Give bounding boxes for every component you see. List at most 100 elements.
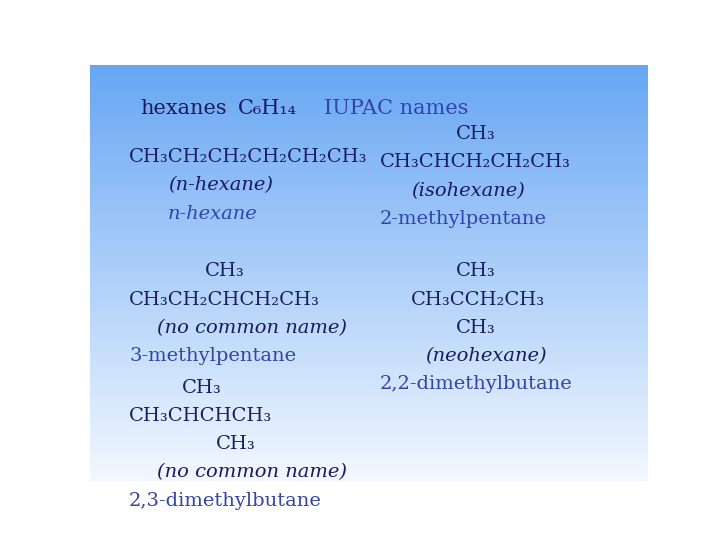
Text: CH₃: CH₃ [215, 435, 256, 453]
Bar [90, 187, 648, 188]
Bar [90, 116, 648, 118]
Bar [90, 381, 648, 382]
Bar [90, 338, 648, 339]
Bar [90, 158, 648, 159]
Bar [90, 146, 648, 148]
Bar [90, 206, 648, 207]
Bar [90, 407, 648, 409]
Bar [90, 213, 648, 214]
Bar [90, 435, 648, 436]
Bar [90, 123, 648, 124]
Bar [90, 252, 648, 253]
Bar [90, 270, 648, 271]
Bar [90, 343, 648, 345]
Text: (neohexane): (neohexane) [425, 347, 546, 365]
Bar [90, 237, 648, 238]
Bar [90, 456, 648, 457]
Bar [90, 309, 648, 310]
Bar [90, 437, 648, 439]
Bar [90, 463, 648, 464]
Bar [90, 119, 648, 120]
Text: 3-methylpentane: 3-methylpentane [129, 347, 296, 365]
Bar [90, 424, 648, 425]
Bar [90, 85, 648, 87]
Bar [90, 239, 648, 241]
Bar [90, 427, 648, 428]
Bar [90, 163, 648, 165]
Bar [90, 98, 648, 99]
Bar [90, 91, 648, 92]
Bar [90, 253, 648, 255]
Bar [90, 285, 648, 287]
Bar [90, 291, 648, 292]
Bar [90, 449, 648, 450]
Bar [90, 106, 648, 108]
Bar [90, 288, 648, 289]
Bar [90, 395, 648, 396]
Text: CH₃CCH₂CH₃: CH₃CCH₂CH₃ [411, 291, 545, 308]
Bar [90, 136, 648, 137]
Bar [90, 80, 648, 82]
Bar [90, 144, 648, 145]
Bar [90, 140, 648, 141]
Bar [90, 361, 648, 363]
Bar [90, 191, 648, 192]
Bar [90, 378, 648, 380]
Bar [90, 317, 648, 319]
Bar [90, 137, 648, 138]
Bar [90, 322, 648, 324]
Bar [90, 167, 648, 168]
Bar [90, 172, 648, 173]
Bar [90, 345, 648, 346]
Bar [90, 436, 648, 437]
Bar [90, 275, 648, 277]
Bar [90, 474, 648, 475]
Bar [90, 399, 648, 400]
Bar [90, 195, 648, 197]
Bar [90, 373, 648, 374]
Bar [90, 393, 648, 395]
Bar [90, 242, 648, 244]
Bar [90, 313, 648, 314]
Bar [90, 278, 648, 280]
Bar [90, 159, 648, 160]
Bar [90, 298, 648, 299]
Bar [90, 366, 648, 367]
Bar [90, 223, 648, 224]
Bar [90, 258, 648, 259]
Bar [90, 73, 648, 75]
Bar [90, 77, 648, 79]
Bar [90, 334, 648, 335]
Bar [90, 87, 648, 89]
Bar [90, 281, 648, 282]
Bar [90, 92, 648, 94]
Bar [90, 374, 648, 375]
Bar [90, 414, 648, 415]
Bar [90, 235, 648, 237]
Bar [90, 353, 648, 354]
Bar [90, 321, 648, 322]
Bar [90, 259, 648, 260]
Bar [90, 212, 648, 213]
Bar [90, 217, 648, 219]
Bar [90, 328, 648, 329]
Text: CH₃CH₂CHCH₂CH₃: CH₃CH₂CHCH₂CH₃ [129, 291, 320, 308]
Bar [90, 476, 648, 478]
Bar [90, 382, 648, 383]
Bar [90, 429, 648, 431]
Bar [90, 402, 648, 403]
Bar [90, 184, 648, 185]
Bar [90, 249, 648, 251]
Bar [90, 230, 648, 231]
Text: 2-methylpentane: 2-methylpentane [380, 210, 547, 228]
Bar [90, 199, 648, 201]
Bar [90, 263, 648, 265]
Bar [90, 126, 648, 127]
Bar [90, 108, 648, 109]
Bar [90, 296, 648, 298]
Bar [90, 404, 648, 406]
Bar [90, 183, 648, 184]
Bar [90, 255, 648, 256]
Bar [90, 465, 648, 467]
Bar [90, 251, 648, 252]
